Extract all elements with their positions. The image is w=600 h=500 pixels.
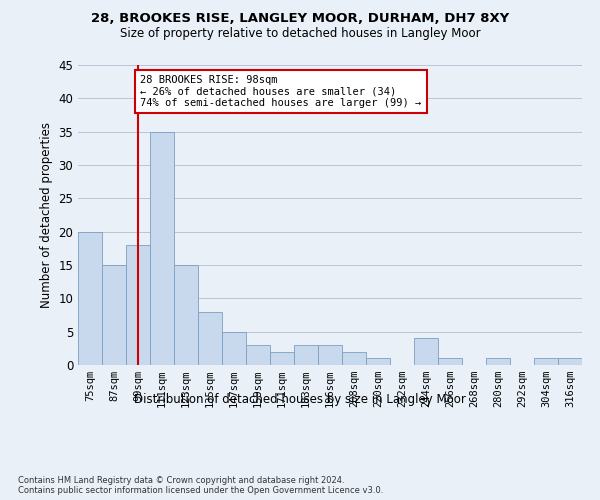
Text: 28, BROOKES RISE, LANGLEY MOOR, DURHAM, DH7 8XY: 28, BROOKES RISE, LANGLEY MOOR, DURHAM, … bbox=[91, 12, 509, 26]
Bar bbox=[246, 345, 270, 365]
Bar bbox=[366, 358, 390, 365]
Bar bbox=[534, 358, 558, 365]
Text: Size of property relative to detached houses in Langley Moor: Size of property relative to detached ho… bbox=[119, 28, 481, 40]
Bar bbox=[318, 345, 342, 365]
Text: Contains HM Land Registry data © Crown copyright and database right 2024.
Contai: Contains HM Land Registry data © Crown c… bbox=[18, 476, 383, 495]
Bar bbox=[342, 352, 366, 365]
Y-axis label: Number of detached properties: Number of detached properties bbox=[40, 122, 53, 308]
Bar bbox=[102, 265, 126, 365]
Bar bbox=[222, 332, 246, 365]
Bar bbox=[198, 312, 222, 365]
Bar bbox=[174, 265, 198, 365]
Bar bbox=[270, 352, 294, 365]
Bar bbox=[558, 358, 582, 365]
Bar bbox=[294, 345, 318, 365]
Text: 28 BROOKES RISE: 98sqm
← 26% of detached houses are smaller (34)
74% of semi-det: 28 BROOKES RISE: 98sqm ← 26% of detached… bbox=[140, 75, 422, 108]
Bar bbox=[126, 245, 150, 365]
Bar bbox=[414, 338, 438, 365]
Bar bbox=[486, 358, 510, 365]
Bar bbox=[438, 358, 462, 365]
Text: Distribution of detached houses by size in Langley Moor: Distribution of detached houses by size … bbox=[134, 392, 466, 406]
Bar bbox=[150, 132, 174, 365]
Bar bbox=[78, 232, 102, 365]
